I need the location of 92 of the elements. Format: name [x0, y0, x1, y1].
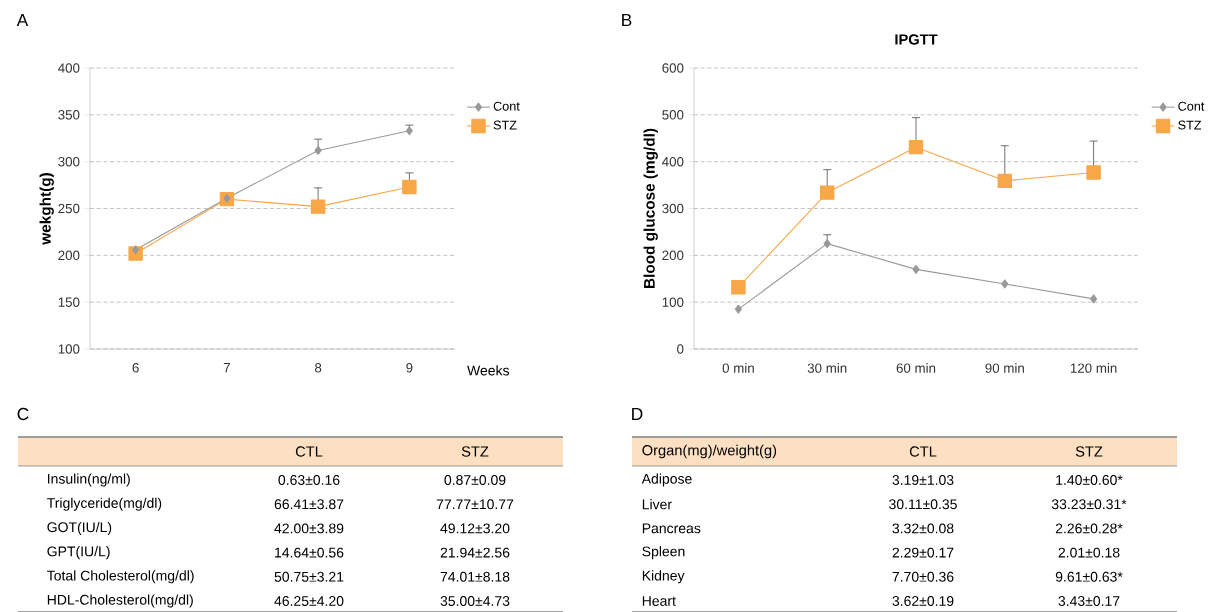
y-tick-label: 100: [662, 297, 684, 307]
y-tick-label: 100: [58, 344, 80, 354]
point: [912, 264, 920, 274]
text: 66.41±3.87: [274, 499, 344, 510]
text: 33.23±0.31*: [1051, 499, 1127, 510]
y-tick-label: 350: [58, 110, 80, 120]
text: B: [622, 14, 632, 26]
y-axis-title: Blood glucose (mg/dl): [643, 128, 658, 288]
category-label: Kidney: [642, 570, 685, 584]
text: 3.43±0.17: [1058, 596, 1120, 606]
text: 49.12±3.20: [440, 523, 510, 534]
point: [820, 185, 835, 200]
y-tick-label: 250: [58, 203, 80, 214]
point: [405, 126, 413, 136]
text: 30.11±0.35: [889, 499, 957, 510]
x-tick-label: 60 min: [896, 363, 936, 373]
chart-title: IPGTT: [895, 34, 938, 45]
text: 3.32±0.08: [892, 523, 954, 534]
x-tick-label: 30 min: [807, 363, 847, 373]
category-label: Heart: [642, 596, 676, 606]
category-label: CTL: [295, 446, 323, 457]
text: 35.00±4.73: [440, 596, 510, 606]
point: [908, 139, 924, 155]
text: 2.26±0.28*: [1055, 523, 1123, 534]
text: C: [17, 407, 29, 421]
category-label: GPT(IU/L): [47, 546, 110, 560]
category-label: STZ: [1075, 446, 1103, 457]
point: [731, 279, 746, 295]
text: 0.63±0.16: [278, 475, 340, 485]
y-axis-title: wekght(g): [39, 173, 54, 245]
point: [310, 199, 326, 214]
point: [314, 145, 322, 155]
text: 2.29±0.17: [892, 547, 954, 558]
text: 7.70±0.36: [892, 571, 954, 582]
text: D: [632, 408, 643, 420]
x-tick-label: 7: [223, 363, 230, 373]
text: 77.77±10.77: [436, 499, 514, 510]
category-label: GOT(IU/L): [47, 521, 112, 535]
y-tick-label: 200: [58, 250, 80, 261]
x-axis-title: Weeks: [467, 365, 510, 376]
y-tick-label: 300: [662, 203, 684, 214]
category-label: Liver: [642, 499, 672, 510]
y-tick-label: 0: [677, 344, 684, 354]
point: [223, 193, 231, 203]
legend-label: Cont: [1178, 101, 1205, 111]
category-label: Pancreas: [642, 523, 701, 534]
category-label: Total Cholesterol(mg/dl): [47, 570, 194, 584]
y-tick-label: 400: [662, 156, 684, 167]
legend-label: STZ: [1178, 120, 1202, 130]
x-tick-label: 90 min: [985, 363, 1024, 373]
y-tick-label: 600: [662, 63, 684, 73]
point: [997, 173, 1013, 189]
y-tick-label: 500: [662, 110, 684, 120]
category-label: STZ: [461, 446, 489, 457]
point: [402, 179, 417, 195]
category-label: CTL: [909, 446, 937, 457]
text: 42.00±3.89: [274, 523, 344, 534]
category-label: Insulin(ng/ml): [48, 473, 130, 487]
point: [1001, 279, 1009, 289]
x-tick-label: 9: [406, 363, 413, 373]
text: 3.62±0.19: [892, 596, 954, 606]
text: 50.75±3.21: [274, 571, 344, 582]
y-tick-label: 400: [58, 63, 80, 73]
text: 0.87±0.09: [444, 475, 506, 485]
text: 46.25±4.20: [274, 596, 344, 606]
text: 3.19±1.03: [892, 475, 954, 485]
x-tick-label: 6: [132, 363, 139, 373]
category-label: HDL-Cholesterol(mg/dl): [47, 594, 193, 608]
y-tick-label: 200: [662, 250, 684, 261]
point: [823, 239, 831, 249]
text: 14.64±0.56: [275, 547, 344, 558]
text: A: [16, 14, 29, 26]
y-tick-label: 300: [58, 156, 80, 167]
x-tick-label: 8: [315, 363, 322, 373]
category-label: Triglyceride(mg/dl): [47, 497, 162, 511]
legend-label: Cont: [493, 101, 520, 111]
x-tick-label: 120 min: [1070, 363, 1117, 373]
x-tick-label: 0 min: [722, 363, 754, 373]
text: 1.40±0.60*: [1056, 475, 1123, 485]
legend-label: STZ: [493, 120, 517, 130]
text: 21.94±2.56: [440, 547, 510, 558]
point: [132, 245, 140, 255]
point: [1086, 165, 1101, 180]
text: 2.01±0.18: [1058, 547, 1120, 558]
y-tick-label: 150: [58, 297, 80, 307]
text: 74.01±8.18: [440, 571, 510, 582]
category-label: Adipose: [641, 473, 692, 487]
text: 9.61±0.63*: [1055, 571, 1123, 582]
point: [734, 304, 742, 314]
category-label: Spleen: [642, 546, 685, 560]
point: [1090, 294, 1098, 304]
category-label: Organ(mg)/weight(g): [642, 444, 777, 459]
